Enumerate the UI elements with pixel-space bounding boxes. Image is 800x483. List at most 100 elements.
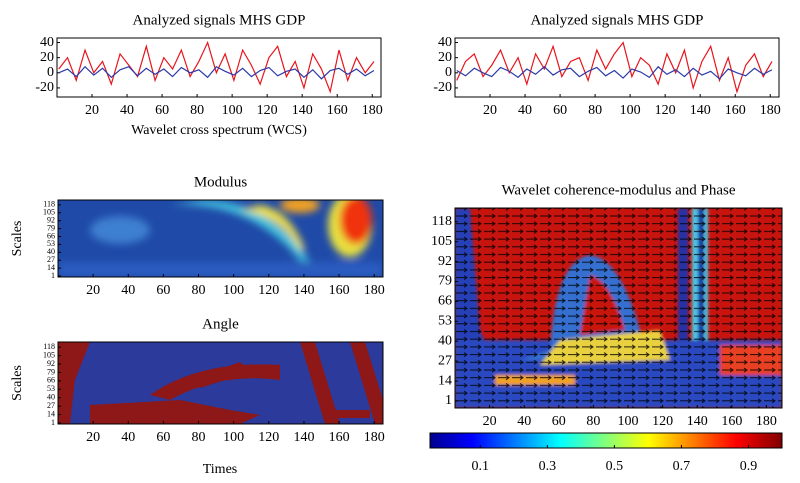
y-tick-label: 79 (47, 367, 55, 376)
y-tick-label: 105 (43, 208, 55, 217)
y-tick-label: 66 (47, 231, 55, 240)
x-tick-label: 20 (86, 283, 100, 298)
x-tick-label: 180 (364, 283, 385, 298)
x-tick-label: 40 (121, 283, 135, 298)
y-tick-label: 79 (47, 223, 55, 232)
colorbar (430, 433, 782, 448)
x-tick-label: 120 (258, 283, 279, 298)
x-tick-label: 160 (725, 103, 746, 118)
y-tick-label: 40 (438, 333, 452, 348)
y-tick-label: 14 (47, 263, 55, 272)
heatmap-image (58, 342, 383, 424)
y-tick-label: 1 (445, 393, 452, 408)
axes-frame (57, 341, 384, 425)
x-tick-label: 140 (293, 430, 314, 445)
x-tick-label: 40 (518, 103, 532, 118)
y-tick-label: 79 (438, 274, 452, 289)
y-tick-label: 66 (47, 376, 55, 385)
x-tick-label: 180 (362, 103, 383, 118)
y-tick-label: 0 (47, 65, 54, 80)
y-tick-label: 14 (47, 409, 55, 418)
y-tick-label: 1 (51, 271, 55, 280)
x-tick-label: 120 (258, 430, 279, 445)
y-tick-label: 1 (51, 418, 55, 427)
y-tick-label: 40 (40, 35, 54, 50)
y-tick-label: 20 (40, 50, 54, 65)
x-tick-label: 100 (223, 283, 244, 298)
x-tick-label: 120 (257, 103, 278, 118)
x-tick-label: 100 (222, 103, 243, 118)
x-tick-label: 40 (121, 430, 135, 445)
colorbar-tick-label: 0.1 (472, 459, 490, 474)
x-tick-label: 20 (86, 430, 100, 445)
y-tick-label: 66 (438, 294, 452, 309)
y-tick-label: 92 (438, 254, 452, 269)
x-tick-label: 20 (85, 103, 99, 118)
chart-title: Modulus (194, 174, 248, 190)
x-tick-label: 60 (155, 103, 169, 118)
x-axis-label: Times (203, 462, 238, 477)
line-series (456, 65, 773, 80)
y-tick-label: 53 (47, 239, 55, 248)
y-tick-label: 40 (47, 393, 55, 402)
y-tick-label: 20 (438, 50, 452, 65)
x-tick-label: 60 (156, 430, 170, 445)
y-tick-label: 92 (47, 359, 55, 368)
y-axis-label: Scales (10, 365, 25, 401)
y-tick-label: 92 (47, 216, 55, 225)
colorbar-tick-label: 0.5 (606, 459, 624, 474)
y-tick-label: 27 (438, 353, 452, 368)
x-tick-label: 160 (721, 414, 742, 429)
line-series (456, 41, 773, 94)
y-tick-label: 27 (47, 255, 55, 264)
x-tick-label: 100 (618, 414, 639, 429)
x-tick-label: 140 (690, 103, 711, 118)
heatmap-image (58, 200, 383, 277)
line-series (58, 40, 375, 94)
chart-title: Analyzed signals MHS GDP (133, 12, 306, 28)
chart-title: Wavelet coherence-modulus and Phase (501, 182, 735, 198)
x-tick-label: 120 (652, 414, 673, 429)
x-tick-label: 160 (327, 103, 348, 118)
x-tick-label: 80 (190, 103, 204, 118)
x-tick-label: 180 (364, 430, 385, 445)
x-tick-label: 100 (620, 103, 641, 118)
axes-frame (57, 199, 384, 278)
y-tick-label: 53 (47, 384, 55, 393)
x-tick-label: 80 (192, 283, 206, 298)
x-tick-label: 80 (586, 414, 600, 429)
x-tick-label: 60 (553, 103, 567, 118)
colorbar-tick-label: 0.9 (740, 459, 758, 474)
y-axis-label: Scales (10, 221, 25, 257)
y-tick-label: 105 (431, 234, 452, 249)
x-tick-label: 180 (760, 103, 781, 118)
line-series (58, 65, 375, 80)
x-tick-label: 20 (483, 103, 497, 118)
y-tick-label: 14 (438, 373, 452, 388)
colorbar-frame (429, 432, 783, 449)
colorbar-tick-label: 0.7 (673, 459, 691, 474)
colorbar-tick-label: 0.3 (539, 459, 557, 474)
y-tick-label: 53 (438, 314, 452, 329)
x-axis-label: Wavelet cross spectrum (WCS) (131, 123, 307, 138)
x-tick-label: 100 (223, 430, 244, 445)
x-tick-label: 60 (552, 414, 566, 429)
y-tick-label: 0 (445, 65, 452, 80)
x-tick-label: 120 (655, 103, 676, 118)
x-tick-label: 180 (756, 414, 777, 429)
heatmap-image (455, 208, 782, 408)
x-tick-label: 80 (588, 103, 602, 118)
y-tick-label: 118 (43, 200, 55, 209)
x-tick-label: 60 (156, 283, 170, 298)
chart-title: Analyzed signals MHS GDP (531, 12, 704, 28)
x-tick-label: 140 (687, 414, 708, 429)
x-tick-label: 40 (517, 414, 531, 429)
x-tick-label: 80 (192, 430, 206, 445)
x-tick-label: 160 (329, 283, 350, 298)
y-tick-label: -20 (35, 80, 54, 95)
x-tick-label: 140 (292, 103, 313, 118)
axes-frame (56, 37, 382, 98)
x-tick-label: 140 (293, 283, 314, 298)
axes-frame (454, 37, 780, 98)
